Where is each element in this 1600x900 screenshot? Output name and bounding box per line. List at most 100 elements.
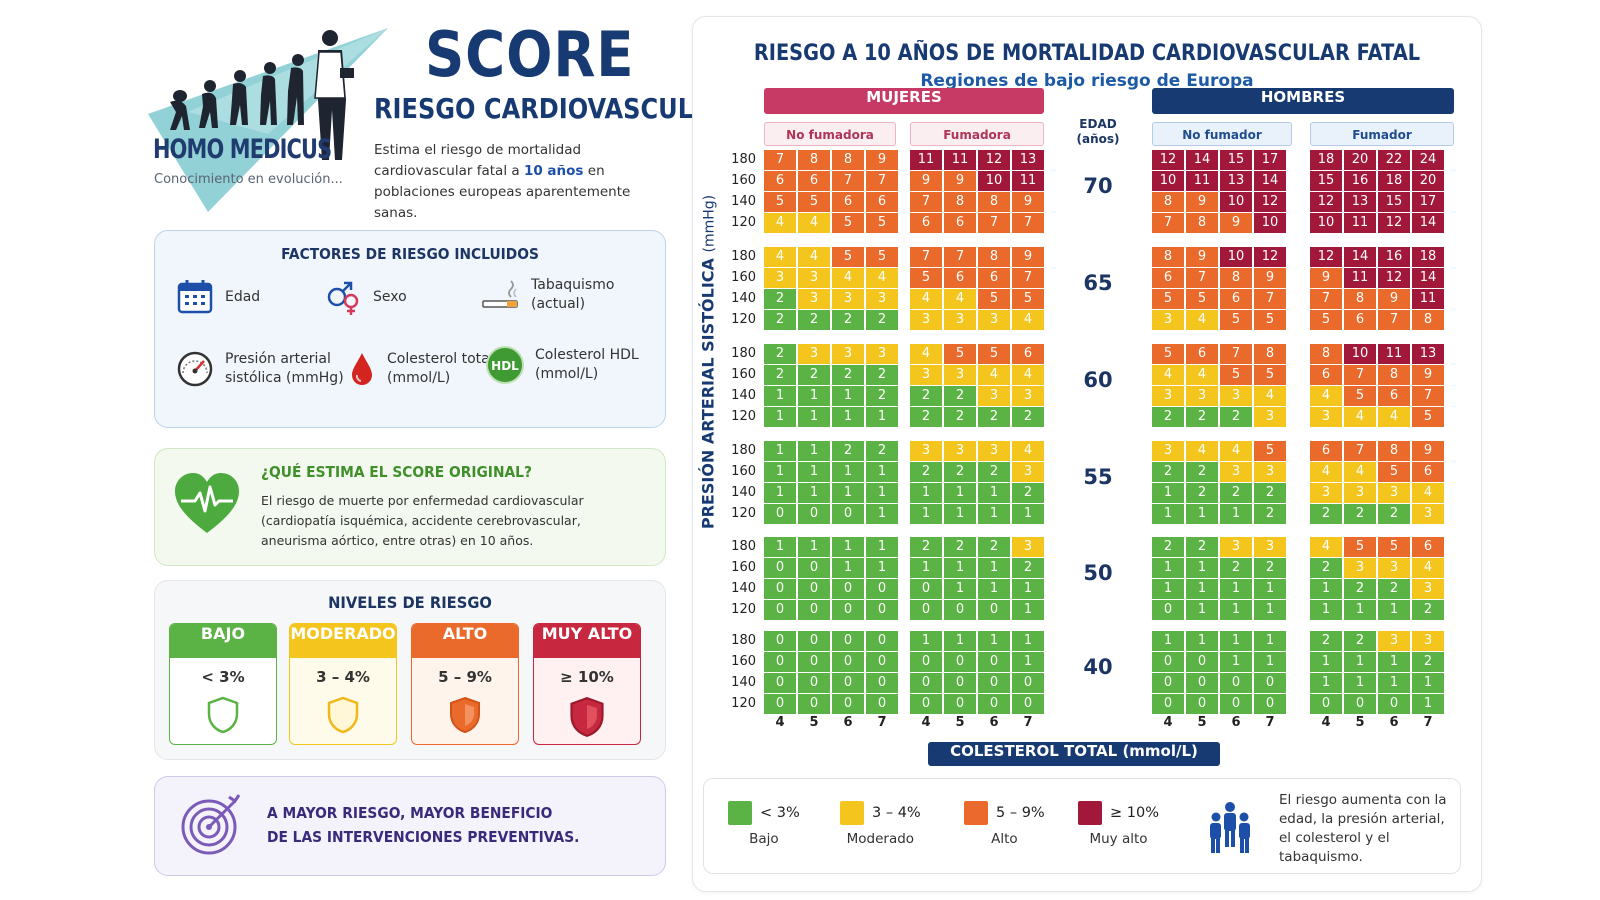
risk-cell: 0 — [1152, 673, 1184, 693]
legend-swatch — [1078, 801, 1102, 825]
risk-cell: 1 — [866, 537, 898, 557]
risk-cell: 4 — [798, 213, 830, 233]
risk-cell: 2 — [1310, 558, 1342, 578]
risk-cell: 14 — [1344, 247, 1376, 267]
risk-cell: 0 — [798, 558, 830, 578]
risk-cell: 7 — [1344, 441, 1376, 461]
risk-cell: 11 — [1412, 289, 1444, 309]
legend-label: Bajo — [749, 831, 779, 847]
risk-cell: 1 — [1254, 631, 1286, 651]
risk-cell: 0 — [1012, 673, 1044, 693]
risk-cell: 2 — [1152, 407, 1184, 427]
risk-cell: 8 — [1254, 344, 1286, 364]
description-text-end: en poblaciones europeas aparentemente sa… — [374, 163, 631, 221]
risk-cell: 4 — [1186, 310, 1218, 330]
risk-cell: 9 — [866, 150, 898, 170]
risk-cell: 2 — [1344, 504, 1376, 524]
risk-cell: 4 — [764, 213, 796, 233]
factor-label: Colesterol total (mmol/L) — [387, 351, 494, 386]
cholesterol-tick: 7 — [1023, 715, 1033, 730]
risk-cell: 3 — [866, 344, 898, 364]
risk-cell: 2 — [866, 310, 898, 330]
risk-cell: 3 — [1254, 462, 1286, 482]
risk-cell: 3 — [866, 289, 898, 309]
risk-cell: 1 — [1254, 579, 1286, 599]
risk-cell: 1 — [1220, 504, 1252, 524]
legend-item-muy-alto: ≥ 10% Muy alto — [1078, 801, 1159, 847]
level-name: MODERADO — [290, 624, 396, 658]
risk-cell: 0 — [910, 600, 942, 620]
risk-cell: 3 — [1310, 407, 1342, 427]
risk-cell: 1 — [1412, 694, 1444, 714]
risk-cell: 16 — [1378, 247, 1410, 267]
risk-cell: 1 — [978, 483, 1010, 503]
risk-cell: 2 — [764, 344, 796, 364]
hdl-icon: HDL — [485, 345, 525, 385]
bp-label: 160 — [731, 173, 756, 188]
risk-cell: 2 — [910, 462, 942, 482]
risk-cell: 2 — [1012, 483, 1044, 503]
risk-cell: 1 — [1012, 631, 1044, 651]
cholesterol-tick: 7 — [1423, 715, 1433, 730]
cholesterol-tick: 6 — [843, 715, 853, 730]
age-label: 60 — [1083, 368, 1113, 392]
risk-cell: 7 — [1412, 386, 1444, 406]
risk-cell: 2 — [866, 441, 898, 461]
risk-cell: 7 — [1310, 289, 1342, 309]
risk-cell: 11 — [1186, 171, 1218, 191]
risk-cell: 0 — [1152, 652, 1184, 672]
risk-cell: 7 — [1220, 344, 1252, 364]
bp-label: 180 — [731, 346, 756, 361]
risk-cell: 3 — [832, 344, 864, 364]
risk-cell: 1 — [944, 504, 976, 524]
risk-cell: 9 — [1186, 192, 1218, 212]
risk-cell: 0 — [832, 694, 864, 714]
bp-label: 140 — [731, 388, 756, 403]
risk-cell: 0 — [944, 694, 976, 714]
risk-cell: 7 — [1254, 289, 1286, 309]
risk-cell: 7 — [1012, 213, 1044, 233]
risk-cell: 0 — [764, 652, 796, 672]
benefit-text: A MAYOR RIESGO, MAYOR BENEFICIO DE LAS I… — [267, 801, 579, 849]
risk-cell: 2 — [1344, 631, 1376, 651]
risk-cell: 3 — [1412, 631, 1444, 651]
y-axis-text: PRESIÓN ARTERIAL SISTÓLICA — [698, 258, 718, 530]
risk-cell: 4 — [1152, 365, 1184, 385]
legend: < 3% Bajo 3 – 4% Moderado 5 – 9% Alto ≥ … — [703, 778, 1461, 874]
risk-cell: 13 — [1412, 344, 1444, 364]
risk-cell: 2 — [866, 386, 898, 406]
risk-cell: 0 — [978, 694, 1010, 714]
risk-cell: 1 — [1152, 504, 1184, 524]
risk-cell: 0 — [866, 600, 898, 620]
risk-cell: 4 — [978, 365, 1010, 385]
risk-cell: 1 — [1220, 652, 1252, 672]
risk-cell: 7 — [1344, 365, 1376, 385]
risk-cell: 2 — [832, 441, 864, 461]
risk-cell: 4 — [866, 268, 898, 288]
risk-cell: 13 — [1012, 150, 1044, 170]
risk-cell: 5 — [1186, 289, 1218, 309]
risk-cell: 2 — [1012, 407, 1044, 427]
risk-cell: 2 — [1220, 483, 1252, 503]
shield-icon — [570, 697, 604, 737]
risk-cell: 2 — [1186, 537, 1218, 557]
risk-cell: 9 — [1412, 441, 1444, 461]
bp-label: 140 — [731, 194, 756, 209]
risk-cell: 0 — [764, 504, 796, 524]
risk-cell: 0 — [1012, 694, 1044, 714]
age-label: 40 — [1083, 655, 1113, 679]
risk-cell: 2 — [1310, 631, 1342, 651]
risk-cell: 3 — [978, 310, 1010, 330]
men-smoker-header: Fumador — [1310, 122, 1454, 146]
risk-cell: 3 — [910, 441, 942, 461]
risk-cell: 6 — [978, 268, 1010, 288]
risk-cell: 8 — [1378, 365, 1410, 385]
risk-cell: 0 — [866, 694, 898, 714]
risk-cell: 5 — [1254, 310, 1286, 330]
risk-cell: 4 — [1412, 558, 1444, 578]
men-non-smoker-header: No fumador — [1152, 122, 1292, 146]
risk-cell: 0 — [832, 504, 864, 524]
risk-cell: 6 — [832, 192, 864, 212]
cholesterol-tick: 6 — [1231, 715, 1241, 730]
risk-cell: 4 — [1254, 386, 1286, 406]
